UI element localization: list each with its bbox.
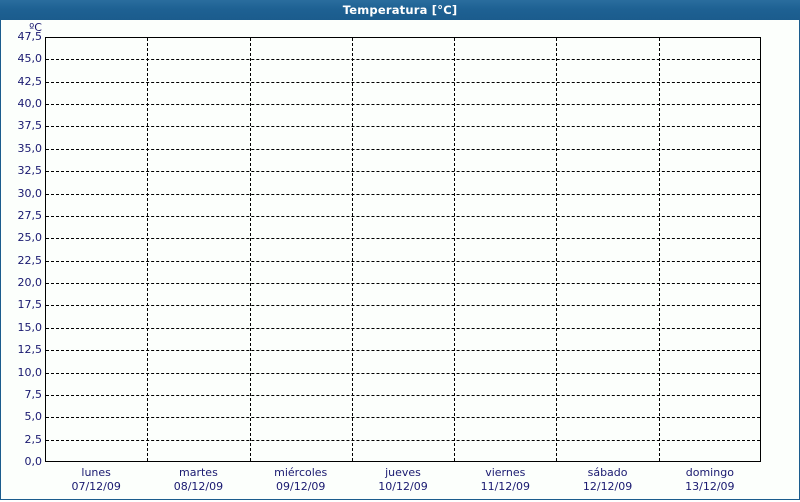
- x-tick-dayname: martes: [179, 466, 218, 479]
- y-gridline: [46, 350, 760, 352]
- y-tick-label: 35,0: [17, 141, 43, 155]
- y-tick-label: 2,5: [24, 432, 43, 446]
- x-tick-label: lunes 07/12/09: [41, 466, 151, 494]
- x-tick-label: jueves 10/12/09: [348, 466, 458, 494]
- x-tick-date: 09/12/09: [276, 480, 326, 493]
- y-gridline: [46, 394, 760, 396]
- y-gridline: [46, 372, 760, 374]
- y-tick-label: 40,0: [17, 97, 43, 111]
- x-tick-dayname: sábado: [587, 466, 628, 479]
- y-gridline: [46, 238, 760, 240]
- y-tick-label: 30,0: [17, 186, 43, 200]
- x-tick-date: 08/12/09: [173, 480, 224, 493]
- y-tick-label: 22,5: [17, 253, 43, 267]
- x-gridline: [147, 38, 149, 461]
- x-tick-label: domingo 13/12/09: [655, 466, 765, 494]
- x-tick-label: sábado 12/12/09: [553, 466, 663, 494]
- x-tick-dayname: lunes: [81, 466, 111, 479]
- x-tick-dayname: domingo: [685, 466, 734, 479]
- x-tick-date: 07/12/09: [71, 480, 121, 493]
- y-gridline: [46, 171, 760, 173]
- y-tick-label: 47,5: [17, 30, 43, 43]
- y-tick-label: 25,0: [17, 231, 43, 245]
- window-body: ºC 0,0 2,5 5,0 7,5 10,0 12,5 15,0 17,5 20,0 22,5 2…: [0, 20, 800, 500]
- y-gridline: [46, 305, 760, 307]
- y-gridline: [46, 193, 760, 195]
- y-tick-label: 10,0: [17, 365, 43, 379]
- x-tick-dayname: viernes: [485, 466, 526, 479]
- y-gridline: [46, 417, 760, 419]
- y-gridline: [46, 283, 760, 285]
- y-tick-label: 20,0: [17, 276, 43, 290]
- x-gridline: [351, 38, 353, 461]
- y-gridline: [46, 81, 760, 83]
- x-gridline: [454, 38, 456, 461]
- y-tick-label: 42,5: [17, 74, 43, 88]
- x-tick-dayname: jueves: [385, 466, 421, 479]
- y-tick-label: 12,5: [17, 343, 43, 357]
- y-gridline: [46, 215, 760, 217]
- y-gridline: [46, 148, 760, 150]
- x-tick-date: 12/12/09: [582, 480, 633, 493]
- y-tick-label: 15,0: [17, 320, 43, 334]
- y-tick-label: 27,5: [17, 208, 43, 222]
- y-axis: ºC 0,0 2,5 5,0 7,5 10,0 12,5 15,0 17,5 20,0 22,5 2…: [1, 20, 43, 499]
- window-titlebar: Temperatura [°C]: [0, 0, 800, 20]
- x-tick-dayname: miércoles: [274, 466, 328, 479]
- x-tick-date: 11/12/09: [480, 480, 530, 493]
- y-gridline: [46, 104, 760, 106]
- x-tick-label: miércoles 09/12/09: [246, 466, 356, 494]
- y-tick-label: 0,0: [24, 455, 43, 468]
- x-tick-label: viernes 11/12/09: [450, 466, 560, 494]
- x-tick-date: 13/12/09: [685, 480, 735, 493]
- y-gridline: [46, 260, 760, 262]
- x-gridline: [249, 38, 251, 461]
- y-tick-label: 45,0: [17, 52, 43, 66]
- y-gridline: [46, 59, 760, 61]
- x-gridline: [556, 38, 558, 461]
- y-tick-label: 37,5: [17, 119, 43, 133]
- x-axis: lunes 07/12/09 martes 08/12/09 miércoles 09/1…: [45, 462, 761, 502]
- y-tick-label: 32,5: [17, 164, 43, 178]
- y-tick-label: 5,0: [24, 410, 43, 424]
- x-gridline: [658, 38, 660, 461]
- plot-area: [45, 37, 761, 462]
- temperature-chart: ºC 0,0 2,5 5,0 7,5 10,0 12,5 15,0 17,5 20,0 22,5 2…: [1, 20, 799, 499]
- y-gridline: [46, 126, 760, 128]
- x-tick-label: martes 08/12/09: [143, 466, 253, 494]
- y-gridline: [46, 439, 760, 441]
- y-gridline: [46, 327, 760, 329]
- window-title: Temperatura [°C]: [342, 3, 458, 17]
- y-tick-label: 17,5: [17, 298, 43, 312]
- y-gridline: [46, 37, 760, 38]
- y-axis-unit-label: ºC: [29, 21, 42, 34]
- x-tick-date: 10/12/09: [378, 480, 428, 493]
- y-tick-label: 7,5: [24, 387, 43, 401]
